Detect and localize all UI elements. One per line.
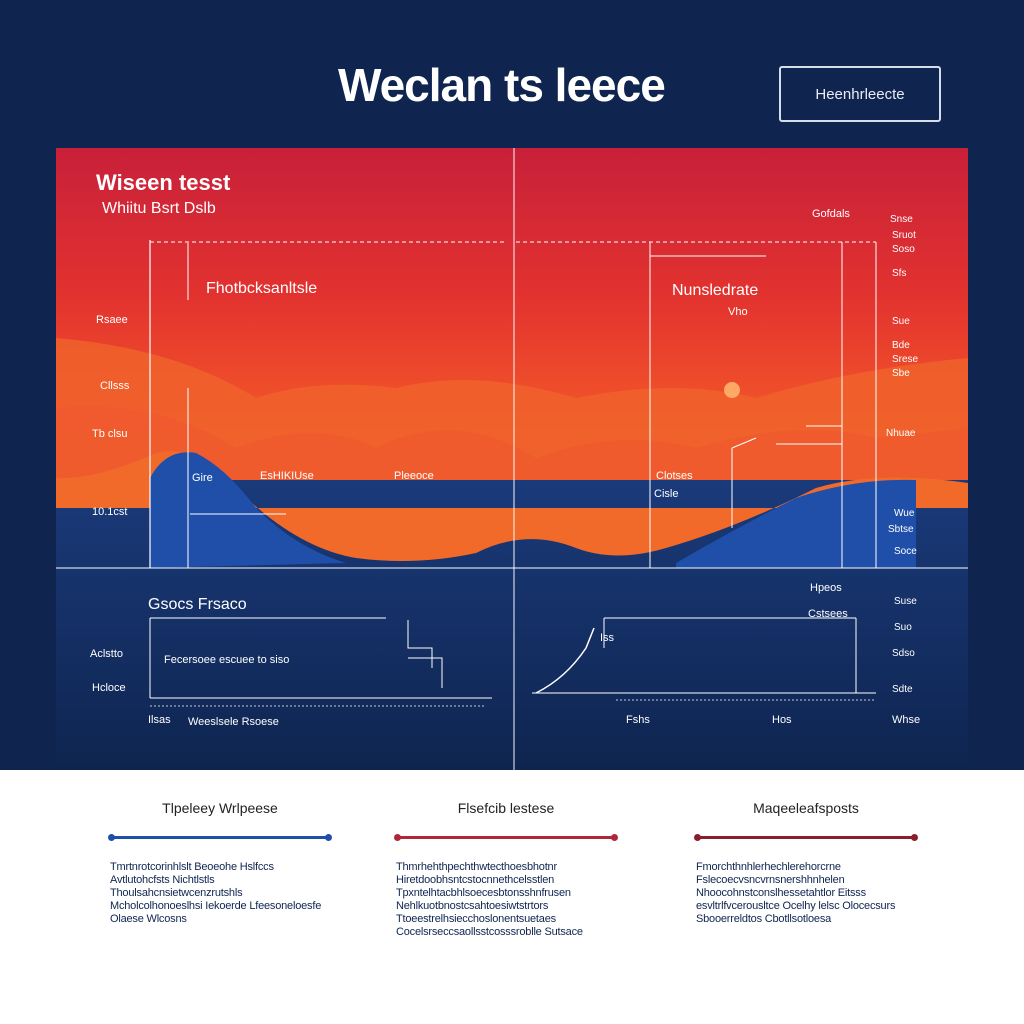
right-axis-label: Sfs [892, 268, 907, 279]
left-axis-label: Tb clsu [92, 428, 128, 440]
right-axis-label: Snse [890, 214, 913, 225]
card-text: Thmrhehthpechthwtecthoesbhotnr Hiretdoob… [396, 861, 583, 938]
bottom-right-footer: Hos [772, 714, 792, 726]
left-wave-label: EsHIKIUse [260, 470, 314, 482]
right-axis-label: Sbtse [888, 524, 914, 535]
card-text: Tmrtnrotcorinhlslt Beoeohe Hslfccs Avtlu… [110, 861, 322, 925]
card-rule [108, 834, 332, 841]
info-card: Maqeeleafsposts Fmorchthnhlerhechlerehor… [694, 800, 918, 926]
right-wave-label: Clotses [656, 470, 693, 482]
bottom-right-axis: Sdso [892, 648, 915, 659]
header-bar: Weclan ts leece Heenhrleecte [0, 0, 1024, 150]
right-axis-label: Sue [892, 316, 910, 327]
bottom-left-axis: Aclstto [90, 648, 124, 660]
bottom-right-axis: Sdte [892, 684, 913, 695]
left-axis-label: Cllsss [100, 380, 130, 392]
sun-marker [724, 382, 740, 398]
bottom-left-title: Gsocs Frsaco [148, 596, 247, 613]
top-left-subtitle: Whiitu Bsrt Dslb [102, 200, 216, 217]
bottom-right-footer: Fshs [626, 714, 650, 726]
right-axis-label: Sruot [892, 230, 916, 241]
card-text: Fmorchthnhlerhechlerehorcrne Fslecoecvsn… [696, 861, 896, 925]
right-annotation: Nunsledrate [672, 282, 759, 299]
info-footer: Tlpeleey Wrlpeese Tmrtnrotcorinhlslt Beo… [0, 770, 1024, 1024]
right-wave-label: Cisle [654, 488, 679, 500]
bottom-right-axis: Suo [894, 622, 912, 633]
blue-wave-right [676, 479, 916, 568]
card-title: Flsefcib lestese [457, 800, 555, 816]
info-card: Flsefcib lestese Thmrhehthpechthwtecthoe… [394, 800, 618, 939]
left-axis-label: 10.1cst [92, 506, 128, 518]
right-axis-label: Soce [894, 546, 917, 557]
infographic-panel: Wiseen tesst Whiitu Bsrt Dslb Fhotbcksan… [56, 148, 968, 770]
right-annotation-sub: Vho [728, 306, 748, 318]
card-rule [394, 834, 618, 841]
bottom-right-marker: Iss [600, 632, 615, 644]
card-rule [694, 834, 918, 841]
right-axis-label: Sbe [892, 368, 910, 379]
right-top-label: Gofdals [812, 208, 850, 220]
bottom-left-footer: Weeslsele Rsoese [188, 716, 279, 728]
bottom-left-caption: Fecersoee escuee to siso [164, 654, 290, 666]
header-button[interactable]: Heenhrleecte [779, 66, 941, 122]
page-title: Weclan ts leece [338, 59, 666, 111]
blue-wave-left [150, 452, 346, 568]
left-annotation: Fhotbcksanltsle [206, 280, 318, 297]
bottom-left-axis: Ilsas [148, 714, 171, 726]
card-title: Maqeeleafsposts [753, 800, 859, 816]
right-axis-label: Bde [892, 340, 910, 351]
bottom-left-axis: Hcloce [92, 682, 126, 694]
bottom-right-footer: Whse [892, 714, 921, 726]
infographic-art [56, 148, 968, 770]
bottom-right-label: Cstsees [808, 608, 848, 620]
info-card: Tlpeleey Wrlpeese Tmrtnrotcorinhlslt Beo… [108, 800, 332, 926]
card-title: Tlpeleey Wrlpeese [162, 800, 278, 816]
right-axis-label: Soso [892, 244, 915, 255]
left-axis-label: Rsaee [96, 314, 128, 326]
right-axis-label: Srese [892, 354, 919, 365]
right-axis-label: Wue [894, 508, 915, 519]
bottom-right-axis: Suse [894, 596, 917, 607]
bottom-right-top: Hpeos [810, 582, 842, 594]
left-wave-label: Pleeoce [394, 470, 434, 482]
left-wave-label: Gire [192, 472, 213, 484]
right-axis-label: Nhuae [886, 428, 916, 439]
top-left-title: Wiseen tesst [96, 170, 231, 195]
